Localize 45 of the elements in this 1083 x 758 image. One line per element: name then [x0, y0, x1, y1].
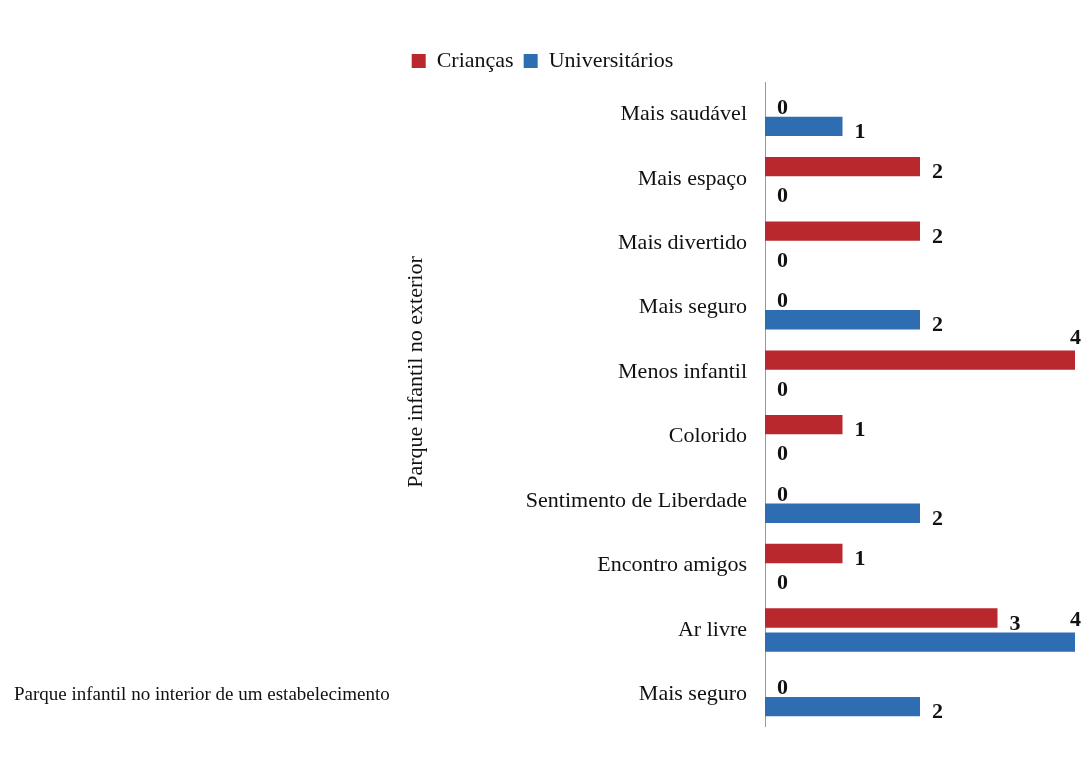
legend-label: Universitários — [548, 46, 674, 72]
bar — [765, 116, 843, 136]
data-label: 2 — [932, 222, 943, 248]
data-label: 0 — [777, 246, 788, 272]
y-tick-label: Ar livre — [677, 615, 747, 641]
data-label: 3 — [1009, 609, 1021, 635]
y-tick-label: Colorido — [668, 422, 747, 448]
data-label: 0 — [777, 569, 788, 595]
y-tick-label: Mais divertido — [618, 228, 747, 254]
bar — [765, 350, 1075, 370]
y-tick-label: Sentimento de Liberdade — [525, 486, 747, 512]
bar — [765, 156, 920, 177]
data-label: 2 — [932, 504, 943, 530]
bar — [765, 543, 843, 564]
legend-label: Crianças — [436, 46, 514, 72]
data-label: 0 — [777, 93, 788, 119]
text: Parque infantil no exterior — [402, 256, 428, 488]
data-label: 1 — [854, 416, 866, 442]
data-label: 4 — [1070, 323, 1081, 349]
data-label: 0 — [777, 440, 788, 466]
data-label: 2 — [932, 698, 943, 724]
bar — [765, 414, 843, 435]
bar — [765, 696, 920, 717]
data-label: 2 — [932, 311, 943, 337]
bar — [765, 310, 920, 330]
data-label: 0 — [777, 674, 788, 700]
data-label: 0 — [777, 182, 788, 208]
bar — [765, 608, 998, 628]
bar — [765, 503, 920, 523]
data-label: 2 — [932, 158, 943, 184]
bar — [765, 221, 920, 241]
data-label: 4 — [1070, 605, 1081, 631]
data-label: 1 — [854, 545, 866, 571]
data-label: 1 — [854, 118, 866, 144]
data-label: 0 — [777, 375, 788, 401]
y-tick-label: Mais seguro — [638, 680, 747, 706]
y-tick-label: Mais saudável — [620, 100, 747, 126]
text: Parque infantil no interior de um estabelecimento — [14, 682, 390, 705]
y-tick-label: Menos infantil — [618, 357, 747, 383]
y-tick-label: Mais seguro — [638, 293, 747, 319]
bar — [765, 632, 1075, 652]
data-label: 0 — [777, 287, 788, 313]
y-tick-label: Mais espaço — [637, 164, 747, 190]
data-label: 0 — [777, 480, 788, 506]
y-tick-label: Encontro amigos — [597, 551, 747, 577]
